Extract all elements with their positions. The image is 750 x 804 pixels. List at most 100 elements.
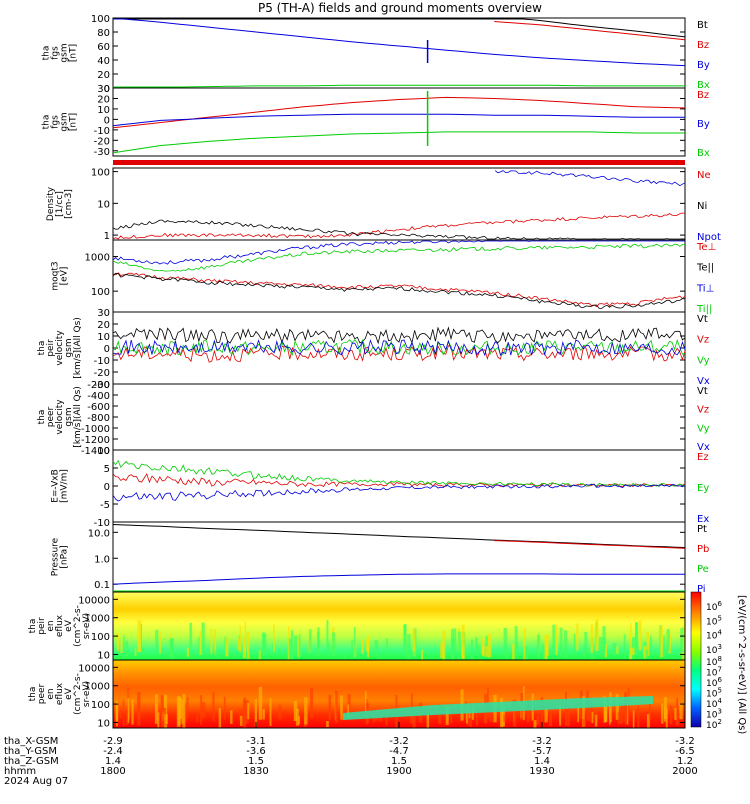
spectrogram-streak: [198, 636, 201, 658]
y-axis-label: eV: [64, 687, 74, 700]
series-pt: [112, 524, 686, 548]
legend-vz: Vz: [697, 335, 709, 346]
spectrogram-streak: [237, 638, 240, 651]
spectrogram-streak: [674, 707, 677, 721]
series-ni: [112, 219, 686, 240]
series-ne: [112, 212, 686, 240]
legend-bz: Bz: [697, 40, 709, 51]
x-row-value: 1.5: [248, 756, 264, 767]
spectrogram-streak: [155, 629, 159, 653]
spectrogram-streak: [620, 705, 624, 724]
y-axis-label: en: [46, 688, 56, 699]
spectrogram-streak: [503, 627, 507, 657]
spectrogram-streak: [646, 632, 650, 657]
y-tick-label: -200: [87, 380, 110, 391]
spectrogram-streak: [451, 637, 455, 660]
spectrogram-streak: [442, 630, 446, 660]
y-tick-label: 100: [91, 287, 110, 298]
spectrogram-streak: [258, 686, 263, 720]
y-axis-label: gsm: [60, 43, 70, 62]
spectrogram-streak: [594, 714, 598, 727]
series-bz: [494, 21, 686, 41]
spectrogram-streak: [615, 694, 619, 720]
spectrogram-streak: [385, 712, 388, 726]
y-tick-label: -1000: [81, 424, 110, 435]
y-tick-label: 10: [97, 650, 110, 661]
spectrogram-streak: [631, 647, 635, 656]
spectrogram-streak: [123, 635, 125, 655]
legend-ex: Ex: [697, 514, 709, 525]
spectrogram-streak: [679, 703, 683, 720]
y-tick-label: -1400: [81, 446, 110, 457]
y-tick-label: 10: [97, 332, 110, 343]
colorbar-tick: 106: [706, 600, 722, 613]
spectrogram-streak: [503, 714, 506, 722]
y-tick-label: -20: [94, 368, 110, 379]
spectrogram-streak: [461, 624, 465, 659]
spectrogram-streak: [559, 627, 563, 652]
legend-ne: Ne: [697, 170, 711, 181]
y-axis-label: peer: [46, 406, 56, 427]
spectrogram-streak: [134, 648, 137, 656]
panel-frame: [112, 449, 686, 523]
spectrogram-streak: [623, 634, 626, 659]
x-row-value: 1.2: [677, 756, 693, 767]
spectrogram-streak: [590, 624, 594, 653]
colorbar: [eV/(cm^2-s-sr-eV)] (All Qs) 10810710610…: [690, 591, 747, 734]
y-axis-label: peir: [46, 339, 56, 357]
x-row-label: tha_Z-GSM: [4, 756, 59, 767]
spectrogram-streak: [481, 638, 485, 655]
y-tick-label: 100: [91, 632, 110, 643]
y-axis-label: tha: [42, 46, 52, 61]
y-axis-label: eV: [64, 619, 74, 632]
spectrogram-streak: [475, 711, 478, 726]
spectrogram-streak: [440, 642, 444, 658]
spectrogram-streak: [591, 711, 594, 724]
spectrogram-streak: [592, 708, 596, 719]
y-tick-label: 0: [104, 115, 110, 126]
spectrogram-streak: [335, 690, 338, 723]
spectrogram-streak: [605, 703, 608, 723]
spectrogram-streak: [254, 699, 258, 727]
y-axis-label: en: [46, 620, 56, 631]
y-tick-label: 1: [104, 231, 110, 242]
spectrogram-streak: [116, 633, 120, 651]
spectrogram-streak: [624, 692, 628, 723]
spectrogram-streak: [407, 634, 411, 660]
spectrogram-streak: [584, 631, 587, 653]
legend-by: By: [697, 119, 710, 130]
spectrogram-streak: [488, 634, 492, 658]
x-row-value: -3.1: [246, 736, 266, 747]
y-tick-label: 10000: [78, 663, 110, 674]
y-tick-label: 100: [91, 14, 110, 25]
series-npot: [494, 170, 686, 187]
y-axis-label: eflux: [55, 682, 65, 705]
spectrogram-streak: [261, 632, 265, 654]
spectrogram-streak: [552, 624, 556, 654]
spectrogram-streak: [544, 708, 548, 723]
spectrogram-streak: [131, 699, 134, 725]
x-row-value: -6.5: [675, 746, 695, 757]
spectrogram-streak: [666, 629, 670, 652]
spectrogram-streak: [181, 699, 184, 724]
y-axis-label: tha: [37, 410, 47, 425]
spectrogram-streak: [660, 625, 663, 658]
spectrogram-streak: [309, 688, 314, 719]
spectrogram-streak: [582, 696, 585, 727]
legend-ti: Ti⊥: [696, 283, 714, 294]
legend-npot: Npot: [697, 232, 721, 243]
y-axis-label: [eV]: [60, 267, 70, 286]
x-time-label: 1900: [386, 766, 411, 777]
spectrogram-streak: [239, 625, 242, 652]
spectrogram-streak: [485, 646, 489, 657]
series-bx: [113, 84, 685, 88]
spectrogram-streak: [214, 629, 217, 655]
y-axis-label: eflux: [55, 614, 65, 637]
spectrogram-streak: [214, 650, 219, 658]
series-bz: [112, 96, 686, 129]
spectrogram-streak: [533, 720, 537, 728]
spectrogram-streak: [127, 697, 130, 724]
y-tick-label: 1000: [85, 614, 110, 625]
spectrogram-streak: [626, 697, 629, 725]
